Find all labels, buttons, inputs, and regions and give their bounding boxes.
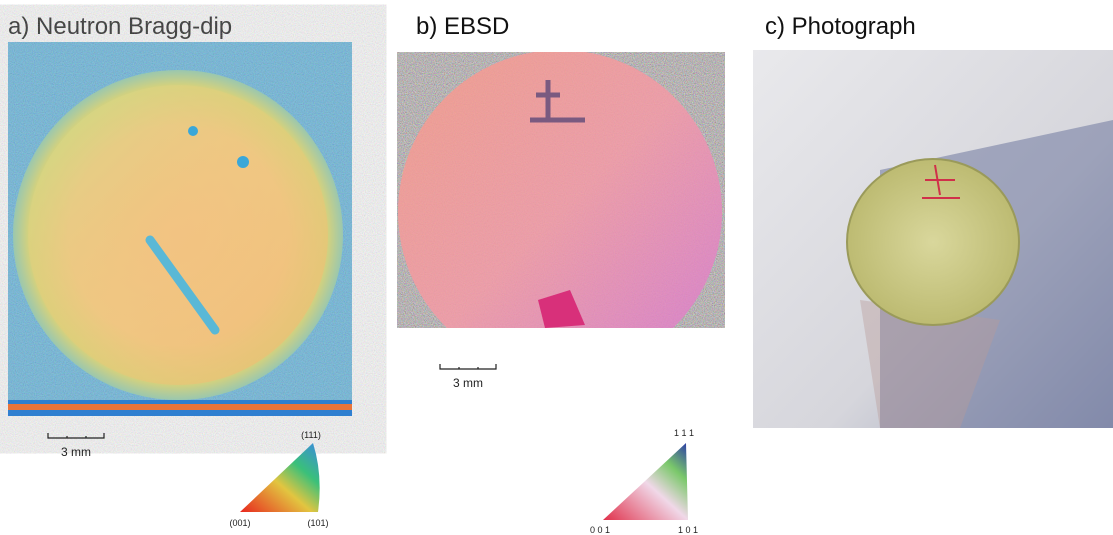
legend-label: 1 0 1 <box>678 525 698 535</box>
photograph <box>753 50 1113 428</box>
figure: a) Neutron Bragg-dip 3 mm (111) (001) (1… <box>0 0 1113 535</box>
legend-label: 0 0 1 <box>590 525 610 535</box>
scale-label: 3 mm <box>61 445 91 459</box>
panel-title: b) EBSD <box>416 13 509 40</box>
panel-title: c) Photograph <box>765 13 916 40</box>
ebsd-map <box>397 50 725 374</box>
scale-bar <box>440 364 496 369</box>
panel-title: a) Neutron Bragg-dip <box>8 13 232 40</box>
neutron-map <box>8 42 352 416</box>
legend-label: (001) <box>229 518 250 528</box>
legend-label: (111) <box>301 430 321 440</box>
scale-bar <box>48 433 104 438</box>
ipf-legend <box>240 443 320 512</box>
legend-label: 1 1 1 <box>674 428 694 438</box>
ipf-legend <box>603 443 688 520</box>
scale-label: 3 mm <box>453 376 483 390</box>
legend-label: (101) <box>307 518 328 528</box>
